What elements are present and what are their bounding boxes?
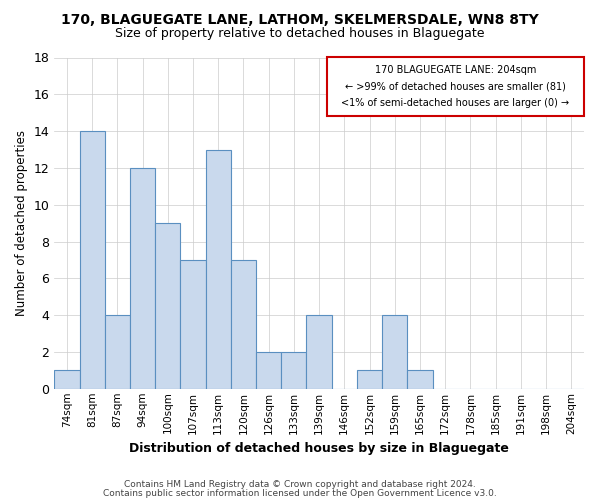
Text: 170, BLAGUEGATE LANE, LATHOM, SKELMERSDALE, WN8 8TY: 170, BLAGUEGATE LANE, LATHOM, SKELMERSDA… [61, 12, 539, 26]
Bar [357, 370, 382, 389]
Text: Contains public sector information licensed under the Open Government Licence v3: Contains public sector information licen… [103, 490, 497, 498]
Text: ← >99% of detached houses are smaller (81): ← >99% of detached houses are smaller (8… [345, 82, 566, 92]
X-axis label: Distribution of detached houses by size in Blaguegate: Distribution of detached houses by size … [129, 442, 509, 455]
Bar [155, 223, 181, 389]
Bar [256, 352, 281, 389]
Bar [231, 260, 256, 389]
Bar [54, 370, 80, 389]
Bar [407, 370, 433, 389]
Bar [80, 131, 105, 389]
Bar [281, 352, 307, 389]
Text: Size of property relative to detached houses in Blaguegate: Size of property relative to detached ho… [115, 28, 485, 40]
Text: Contains HM Land Registry data © Crown copyright and database right 2024.: Contains HM Land Registry data © Crown c… [124, 480, 476, 489]
Bar [206, 150, 231, 389]
Bar [105, 315, 130, 389]
Text: 170 BLAGUEGATE LANE: 204sqm: 170 BLAGUEGATE LANE: 204sqm [374, 66, 536, 76]
Bar [181, 260, 206, 389]
Text: <1% of semi-detached houses are larger (0) →: <1% of semi-detached houses are larger (… [341, 98, 569, 108]
Bar [382, 315, 407, 389]
Bar [130, 168, 155, 389]
Y-axis label: Number of detached properties: Number of detached properties [15, 130, 28, 316]
Bar [326, 58, 584, 116]
Bar [307, 315, 332, 389]
